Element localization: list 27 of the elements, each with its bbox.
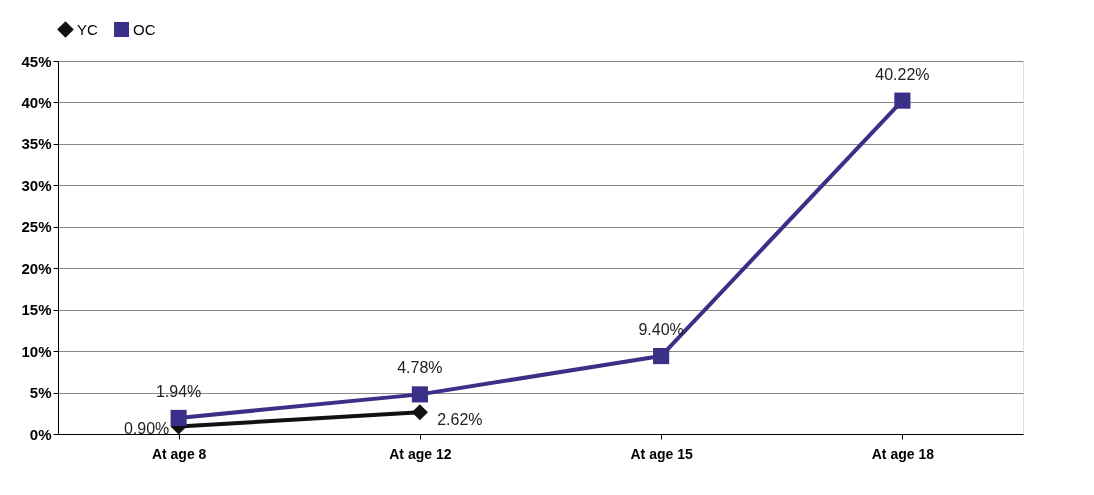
y-tick-label: 5% — [29, 384, 52, 402]
x-tick-label: At age 8 — [151, 445, 207, 462]
data-label: 40.22% — [875, 65, 930, 83]
y-tick-label: 30% — [21, 176, 52, 194]
y-tick-label: 40% — [21, 93, 52, 111]
x-tick-label: At age 12 — [389, 445, 452, 462]
data-label: 4.78% — [397, 359, 443, 377]
y-tick-label: 15% — [21, 301, 52, 319]
legend-label: YC — [77, 20, 98, 38]
x-tick-label: At age 18 — [871, 445, 935, 462]
data-label: 9.40% — [638, 321, 684, 339]
point — [170, 409, 187, 426]
y-tick-label: 25% — [21, 218, 52, 236]
data-label: 2.62% — [437, 411, 483, 429]
y-tick-label: 10% — [21, 342, 52, 360]
point — [894, 92, 911, 109]
point — [411, 404, 428, 421]
data-label: 0.90% — [123, 419, 170, 437]
data-label: 1.94% — [155, 382, 202, 400]
y-tick-label: 0% — [29, 425, 52, 443]
y-tick-label: 45% — [21, 52, 52, 70]
point — [653, 348, 670, 365]
y-tick-label: 20% — [21, 259, 52, 277]
legend-label: OC — [133, 20, 156, 38]
y-tick-label: 35% — [21, 135, 52, 153]
x-tick-label: At age 15 — [630, 445, 693, 462]
point — [411, 386, 428, 403]
